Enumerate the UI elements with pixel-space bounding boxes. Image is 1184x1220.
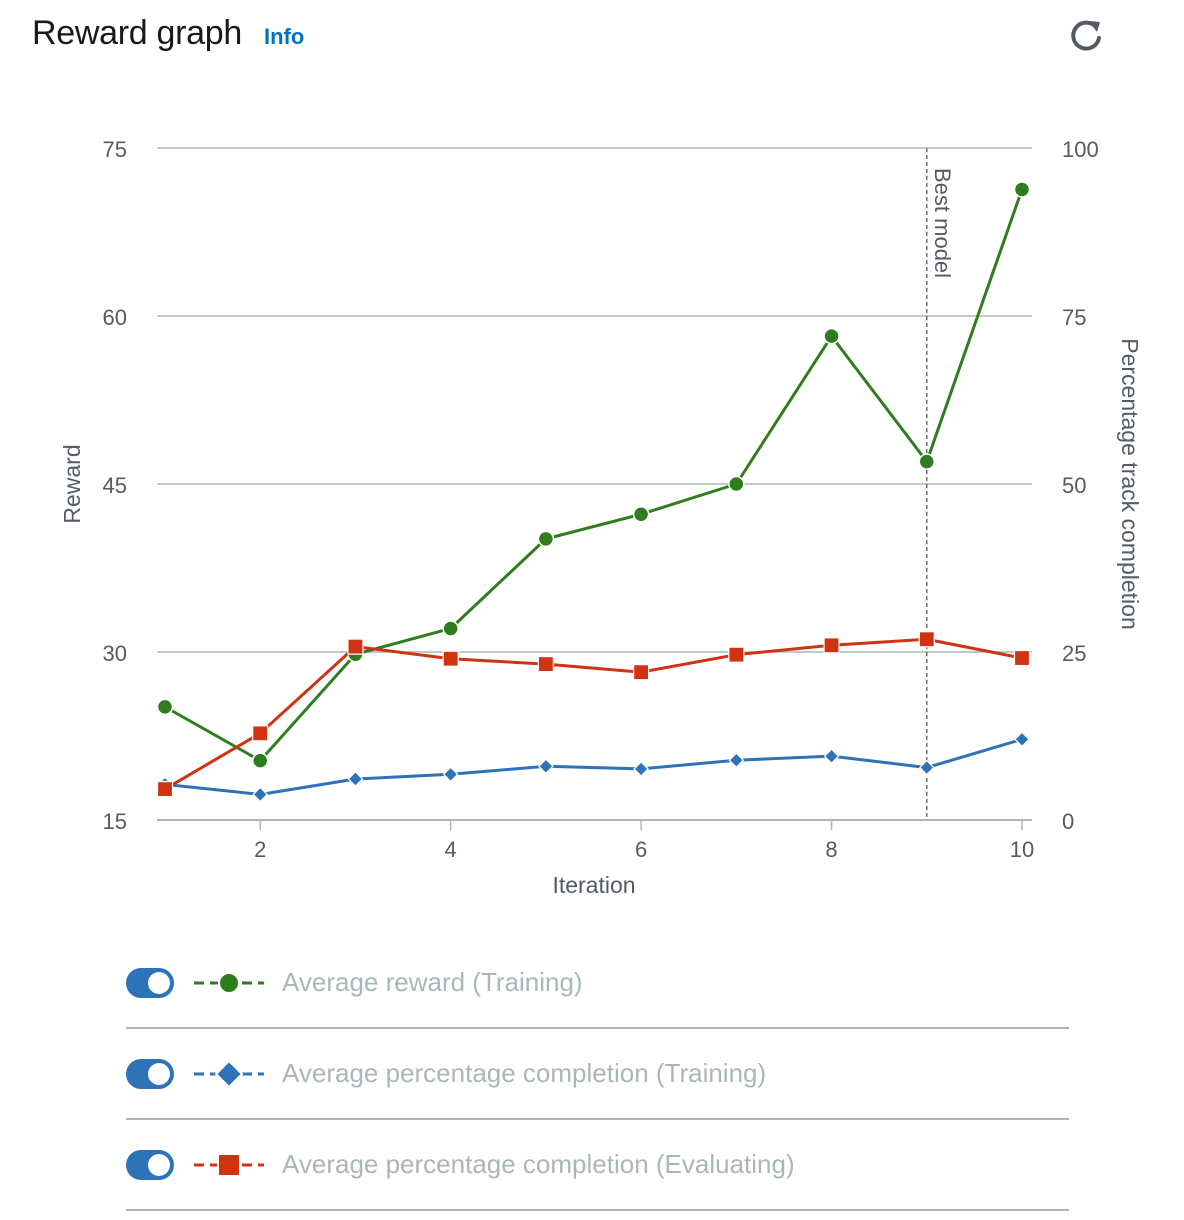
y2-tick-label: 50 xyxy=(1062,473,1086,498)
y2-tick-label: 0 xyxy=(1062,809,1074,834)
data-point-square xyxy=(156,780,174,798)
x-tick-label: 8 xyxy=(825,837,837,862)
refresh-icon xyxy=(1071,20,1101,51)
x-axis-title: Iteration xyxy=(552,872,635,898)
series-line-1 xyxy=(164,188,1024,763)
data-point-circle xyxy=(918,453,936,470)
data-point-diamond xyxy=(728,752,745,769)
data-point-square xyxy=(823,637,840,654)
x-tick-label: 2 xyxy=(254,837,266,862)
x-tick-label: 4 xyxy=(445,837,457,862)
data-point-diamond xyxy=(252,786,269,803)
info-link[interactable]: Info xyxy=(263,24,305,49)
y2-tick-label: 100 xyxy=(1062,137,1099,162)
legend-marker-square-icon xyxy=(194,1152,264,1177)
data-point-square xyxy=(537,655,554,673)
data-point-square xyxy=(1013,649,1031,667)
data-point-diamond xyxy=(538,758,554,775)
data-point-square xyxy=(442,650,459,667)
data-point-circle xyxy=(537,530,555,548)
data-point-circle xyxy=(156,698,174,716)
series-line-2 xyxy=(164,737,1023,796)
legend-item-average-percentage-completion-evaluating: Average percentage completion (Evaluatin… xyxy=(126,1120,1069,1211)
data-point-square xyxy=(347,638,364,655)
y-tick-label: 30 xyxy=(103,641,127,666)
legend-item-average-percentage-completion-training: Average percentage completion (Training) xyxy=(126,1029,1069,1120)
legend-marker-circle-icon xyxy=(194,971,264,994)
x-tick-label: 6 xyxy=(635,837,647,862)
y-tick-label: 15 xyxy=(103,809,127,834)
data-point-circle xyxy=(823,327,840,345)
data-point-square xyxy=(252,725,269,742)
data-point-circle xyxy=(728,475,745,493)
data-point-circle xyxy=(1013,181,1031,198)
toggle-average-reward-training[interactable] xyxy=(126,967,174,998)
data-point-square xyxy=(918,631,935,648)
chart-legend: Average reward (Training) Average percen… xyxy=(126,938,1069,1211)
legend-label: Average reward (Training) xyxy=(282,967,583,997)
data-point-diamond xyxy=(633,761,649,777)
y-tick-label: 75 xyxy=(103,137,127,162)
y-axis-title: Reward xyxy=(59,444,85,523)
toggle-average-percentage-completion-evaluating[interactable] xyxy=(126,1149,174,1180)
x-tick-label: 10 xyxy=(1010,837,1034,862)
data-point-circle xyxy=(632,505,650,523)
toggle-average-percentage-completion-training[interactable] xyxy=(126,1058,174,1089)
y-tick-label: 60 xyxy=(103,305,127,330)
legend-label: Average percentage completion (Evaluatin… xyxy=(282,1149,795,1179)
data-point-diamond xyxy=(823,748,840,765)
data-point-circle xyxy=(251,752,269,769)
data-point-diamond xyxy=(918,759,935,776)
legend-label: Average percentage completion (Training) xyxy=(282,1058,767,1088)
panel-header: Reward graph Info xyxy=(32,14,304,64)
data-point-diamond xyxy=(1014,731,1030,748)
data-point-circle xyxy=(442,620,459,637)
y2-tick-label: 25 xyxy=(1062,641,1086,666)
legend-item-average-reward-training: Average reward (Training) xyxy=(126,938,1069,1029)
y-tick-label: 45 xyxy=(103,473,127,498)
series-line-3 xyxy=(164,637,1023,791)
y2-axis-title: Percentage track completion xyxy=(1117,338,1143,630)
y2-tick-label: 75 xyxy=(1062,305,1086,330)
best-model-label: Best model xyxy=(930,168,955,278)
page-title: Reward graph xyxy=(32,14,242,52)
data-point-diamond xyxy=(442,766,459,783)
refresh-button[interactable] xyxy=(1066,16,1106,56)
data-point-square xyxy=(728,646,745,663)
legend-marker-diamond-icon xyxy=(194,1059,264,1088)
data-point-square xyxy=(633,664,650,681)
reward-chart: 15 30 45 60 75 0 25 50 75 100 2 4 6 8 10 Iteration Rewar… xyxy=(59,137,1143,898)
data-point-diamond xyxy=(347,771,364,787)
